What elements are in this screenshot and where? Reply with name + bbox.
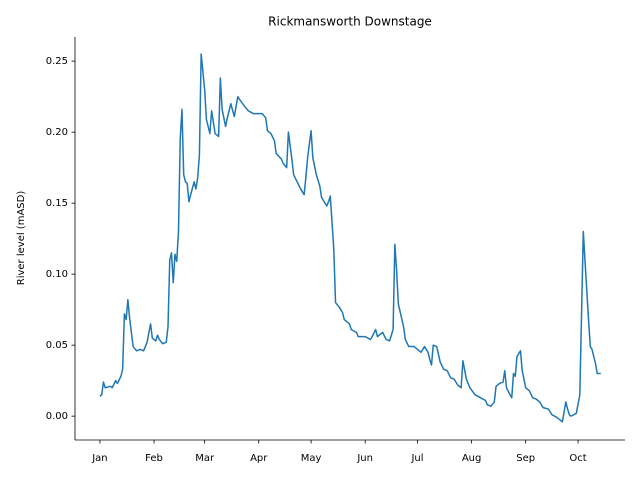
chart-title: Rickmansworth Downstage xyxy=(268,15,432,29)
x-tick-label: Sep xyxy=(516,453,535,464)
x-tick-label: Jun xyxy=(356,453,373,464)
y-tick-label: 0.15 xyxy=(46,198,68,209)
x-tick-label: Jul xyxy=(410,453,423,464)
x-tick-label: Aug xyxy=(462,453,482,464)
y-tick-label: 0.10 xyxy=(46,269,68,280)
y-tick-label: 0.25 xyxy=(46,56,68,67)
x-tick-label: Jan xyxy=(91,453,107,464)
y-tick-label: 0.20 xyxy=(46,127,68,138)
line xyxy=(99,53,601,423)
y-axis-label: River level (mASD) xyxy=(16,191,27,286)
y-tick-label: 0.05 xyxy=(46,340,68,351)
x-tick-label: May xyxy=(301,453,322,464)
y-tick-label: 0.00 xyxy=(46,411,68,422)
x-tick-label: Oct xyxy=(569,453,586,464)
x-tick-label: Apr xyxy=(250,453,268,464)
x-tick-label: Mar xyxy=(195,453,215,464)
x-tick-label: Feb xyxy=(145,453,163,464)
